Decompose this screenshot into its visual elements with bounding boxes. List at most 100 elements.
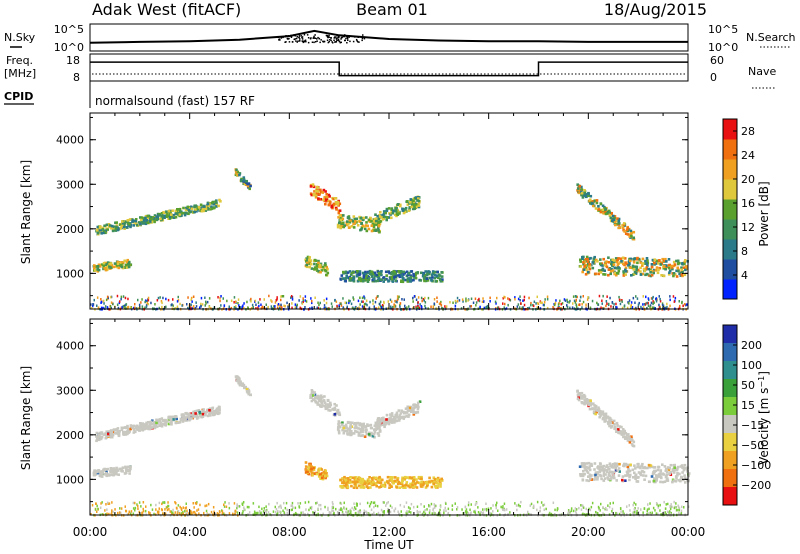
near-range-cell: [180, 512, 183, 515]
scatter-cell: [95, 228, 99, 232]
near-range-cell: [681, 301, 683, 305]
scatter-cell: [633, 471, 636, 475]
scatter-cell: [684, 481, 687, 484]
scatter-cell: [240, 179, 243, 183]
scatter-cell: [404, 208, 407, 211]
scatter-cell: [168, 215, 172, 219]
scatter-cell: [124, 471, 127, 475]
scatter-cell: [348, 221, 352, 224]
near-range-cell: [662, 304, 665, 307]
scatter-cell: [621, 224, 624, 227]
near-range-cell: [607, 504, 609, 507]
near-range-cell: [238, 505, 241, 508]
scatter-cell: [385, 209, 389, 213]
scatter-cell: [167, 217, 170, 220]
scatter-cell: [109, 266, 112, 269]
noise-dot: [305, 40, 307, 43]
near-range-cell: [646, 301, 648, 305]
scatter-cell: [398, 486, 401, 489]
colorbar-swatch: [723, 219, 737, 240]
scatter-cell: [364, 482, 367, 485]
scatter-cell: [370, 426, 373, 430]
scatter-cell: [379, 423, 383, 427]
near-range-cell: [387, 300, 389, 303]
near-range-cell: [136, 503, 138, 506]
near-range-cell: [504, 302, 506, 306]
scatter-cell: [382, 280, 385, 283]
scatter-cell: [112, 225, 116, 228]
scatter-cell: [112, 227, 115, 230]
scatter-cell: [616, 424, 619, 427]
near-range-cell: [404, 304, 406, 308]
scatter-cell: [659, 263, 663, 266]
near-range-cell: [664, 511, 667, 514]
scatter-cell: [353, 270, 356, 274]
near-range-cell: [542, 303, 545, 307]
scatter-cell: [108, 224, 112, 227]
near-range-cell: [444, 506, 446, 510]
near-range-cell: [490, 507, 492, 510]
near-range-cell: [270, 305, 273, 308]
near-range-cell: [630, 304, 632, 307]
scatter-cell: [318, 192, 321, 196]
near-range-cell: [675, 509, 678, 512]
scatter-cell: [348, 432, 352, 435]
near-range-cell: [686, 303, 688, 306]
noise-dot: [285, 41, 287, 43]
near-range-cell: [603, 307, 605, 310]
noise-dot: [301, 36, 304, 38]
near-range-cell: [354, 306, 357, 309]
near-range-cell: [390, 305, 392, 308]
scatter-cell: [359, 279, 363, 283]
colorbar-swatch: [723, 119, 737, 140]
scatter-cell: [648, 465, 651, 469]
scatter-cell: [426, 279, 430, 282]
scatter-cell: [167, 209, 171, 213]
noise-dot: [299, 38, 301, 40]
near-range-cell: [307, 500, 310, 504]
near-range-cell: [342, 306, 344, 309]
near-range-cell: [120, 295, 123, 299]
scatter-cell: [395, 207, 398, 210]
scatter-cell: [348, 279, 351, 282]
scatter-cell: [172, 418, 175, 421]
scatter-cell: [324, 198, 327, 202]
scatter-cell: [304, 461, 308, 464]
scatter-cell: [362, 216, 365, 220]
scatter-cell: [96, 265, 100, 268]
scatter-cell: [381, 423, 384, 427]
noise-dot: [293, 34, 295, 36]
near-range-cell: [424, 304, 426, 308]
near-range-cell: [291, 295, 294, 299]
scatter-cell: [123, 227, 126, 230]
near-range-cell: [204, 296, 206, 299]
near-range-cell: [659, 509, 661, 512]
scatter-cell: [326, 199, 330, 202]
near-range-cell: [376, 504, 379, 508]
station-title: Adak West (fitACF): [92, 0, 241, 19]
scatter-cell: [162, 211, 166, 215]
scatter-cell: [235, 171, 238, 175]
scatter-cell: [348, 479, 352, 482]
scatter-cell: [408, 206, 411, 209]
near-range-cell: [127, 297, 129, 301]
scatter-cell: [339, 216, 342, 220]
scatter-cell: [327, 193, 331, 197]
scatter-cell: [171, 216, 174, 219]
scatter-cell: [122, 433, 126, 436]
scatter-cell: [158, 213, 162, 217]
scatter-cell: [632, 261, 636, 264]
scatter-cell: [360, 426, 364, 429]
near-range-cell: [675, 502, 677, 505]
scatter-cell: [433, 480, 436, 484]
scatter-cell: [620, 260, 623, 263]
scatter-cell: [369, 273, 373, 276]
scatter-cell: [366, 224, 369, 228]
scatter-cell: [369, 216, 372, 220]
ytick-label: 1000: [56, 267, 84, 280]
scatter-cell: [410, 476, 414, 480]
scatter-cell: [172, 216, 176, 219]
near-range-cell: [355, 507, 357, 511]
near-range-cell: [626, 306, 629, 310]
scatter-cell: [421, 480, 425, 484]
